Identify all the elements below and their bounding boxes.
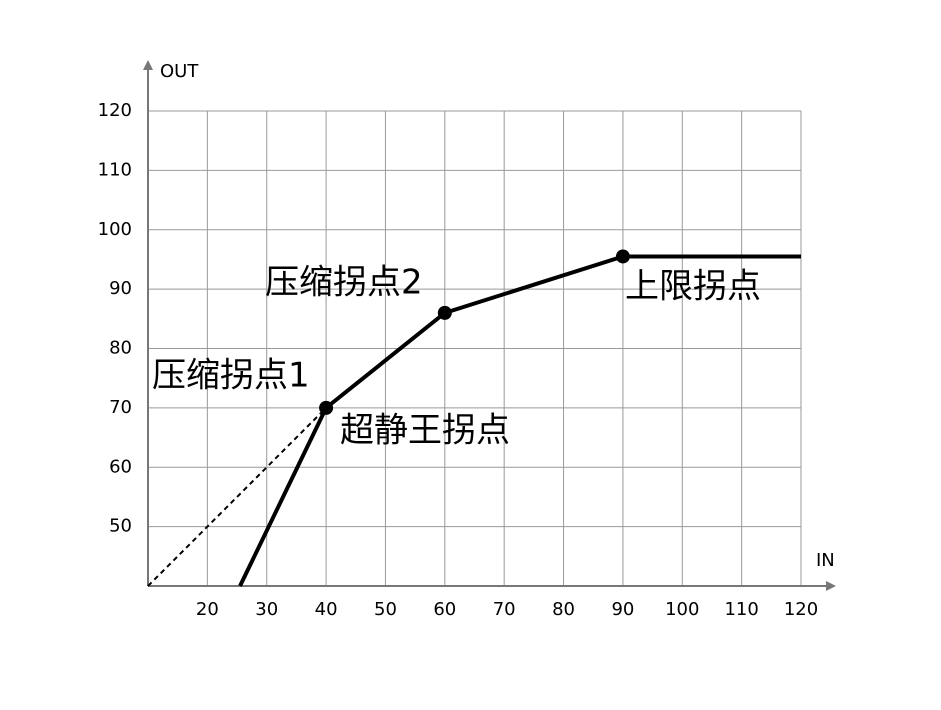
x-tick-label: 120 [784,599,818,620]
y-tick-label: 110 [98,159,132,180]
x-tick-label: 50 [374,599,397,620]
x-tick-label: 60 [433,599,456,620]
annotation: 超静王拐点 [340,411,510,451]
x-tick-label: 80 [552,599,575,620]
point [319,400,334,415]
x-tick-label: 100 [665,599,699,620]
x-tick-label: 70 [493,599,516,620]
y-tick-label: 80 [109,338,132,359]
annotation: 压缩拐点1 [152,356,310,396]
y-axis-arrow [143,60,153,70]
y-tick-label: 60 [109,456,132,477]
y-axis-label: OUT [160,61,199,82]
x-axis-label: IN [816,550,835,571]
x-tick-label: 90 [611,599,634,620]
point [437,305,452,320]
x-axis-arrow [826,581,836,591]
x-tick-label: 40 [315,599,338,620]
annotation: 压缩拐点2 [265,263,423,303]
x-tick-label: 20 [196,599,219,620]
y-tick-label: 70 [109,397,132,418]
y-tick-label: 100 [98,219,132,240]
point [615,249,630,264]
y-tick-label: 50 [109,516,132,537]
x-tick-label: 30 [255,599,278,620]
line [147,407,327,587]
annotation: 上限拐点 [625,267,761,307]
x-tick-label: 110 [724,599,758,620]
y-tick-label: 90 [109,278,132,299]
y-tick-label: 120 [98,100,132,121]
